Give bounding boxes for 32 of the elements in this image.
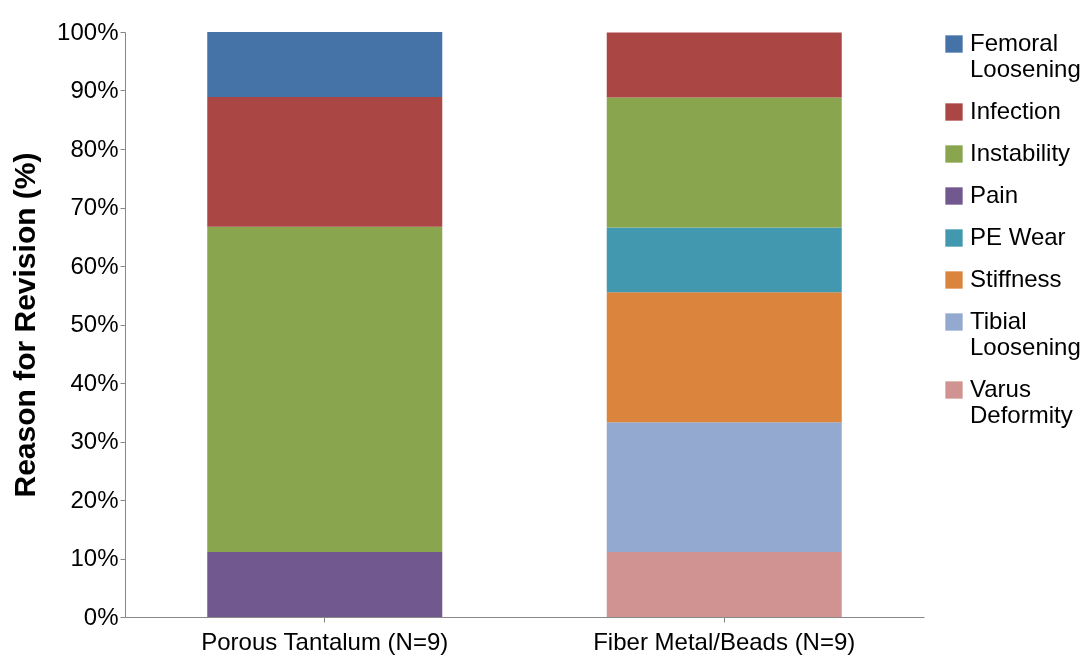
bar <box>606 32 842 98</box>
y-tick-label: 40% <box>70 368 119 396</box>
bar <box>606 97 842 228</box>
legend-label: Femoral Loosening <box>970 29 1081 82</box>
bar <box>606 227 842 293</box>
y-axis-title: Reason for Revision (%) <box>8 152 42 498</box>
bar <box>606 422 842 553</box>
legend-label: Varus Deformity <box>970 375 1073 428</box>
y-tick-label: 50% <box>70 310 119 337</box>
bar <box>606 292 842 423</box>
bar <box>207 32 443 97</box>
y-tick-label: 30% <box>70 427 119 454</box>
legend-label: Pain <box>970 181 1019 208</box>
y-tick-label: 10% <box>70 544 119 571</box>
y-tick-label: 100% <box>57 17 119 45</box>
bar <box>207 226 443 553</box>
legend-label: PE Wear <box>970 223 1066 250</box>
y-tick-label: 60% <box>70 251 119 279</box>
legend-label: Tibial Loosening <box>970 307 1081 360</box>
bar <box>606 552 842 617</box>
x-tick-label: Porous Tantalum (N=9) <box>201 627 449 655</box>
y-tick-label: 70% <box>70 193 119 220</box>
y-tick-label: 0% <box>83 602 119 630</box>
x-tick-label: Fiber Metal/Beads (N=9) <box>593 627 856 655</box>
legend-label: Instability <box>970 139 1071 166</box>
y-tick-label: 80% <box>70 134 119 162</box>
y-tick-label: 20% <box>70 485 119 513</box>
legend-label: Infection <box>970 97 1061 124</box>
bar <box>207 96 443 227</box>
legend-label: Stiffness <box>970 265 1062 292</box>
y-tick-label: 90% <box>70 76 119 103</box>
bar <box>207 552 443 617</box>
